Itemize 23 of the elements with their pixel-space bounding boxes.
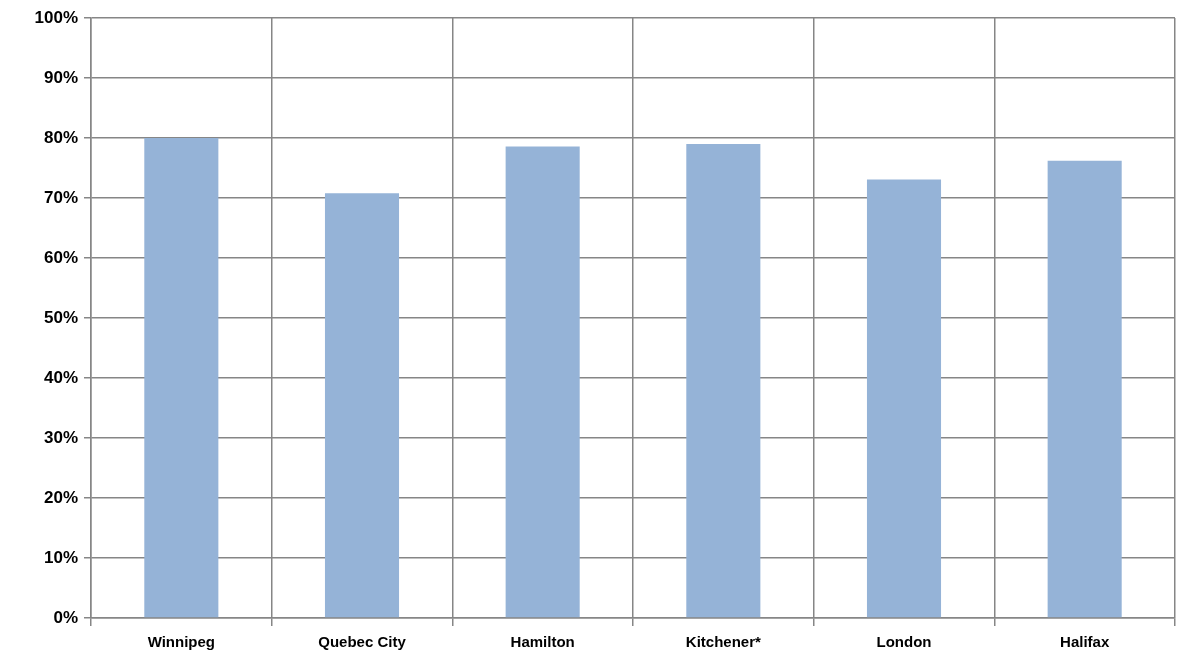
bar xyxy=(686,144,761,618)
y-tick-label: 50% xyxy=(43,307,78,327)
bar xyxy=(144,138,219,618)
y-tick-label: 100% xyxy=(34,7,78,27)
y-tick-label: 30% xyxy=(43,427,78,447)
y-tick-label: 80% xyxy=(43,127,78,147)
bar xyxy=(1047,160,1122,618)
x-tick-label: London xyxy=(876,633,932,651)
bar xyxy=(866,179,942,618)
x-tick-label: Hamilton xyxy=(510,633,575,651)
y-tick-label: 10% xyxy=(43,547,78,567)
x-tick-label: Winnipeg xyxy=(147,633,216,651)
y-tick-label: 20% xyxy=(43,487,78,507)
y-tick-label: 90% xyxy=(43,67,78,87)
y-tick-label: 40% xyxy=(43,367,78,387)
y-tick-label: 0% xyxy=(53,607,78,627)
x-tick-label: Kitchener* xyxy=(685,633,761,651)
bar xyxy=(505,146,580,618)
x-tick-label: Quebec City xyxy=(318,633,407,651)
y-tick-label: 70% xyxy=(43,187,78,207)
y-tick-label: 60% xyxy=(43,247,78,267)
x-tick-label: Halifax xyxy=(1060,633,1110,651)
bar xyxy=(324,193,400,618)
